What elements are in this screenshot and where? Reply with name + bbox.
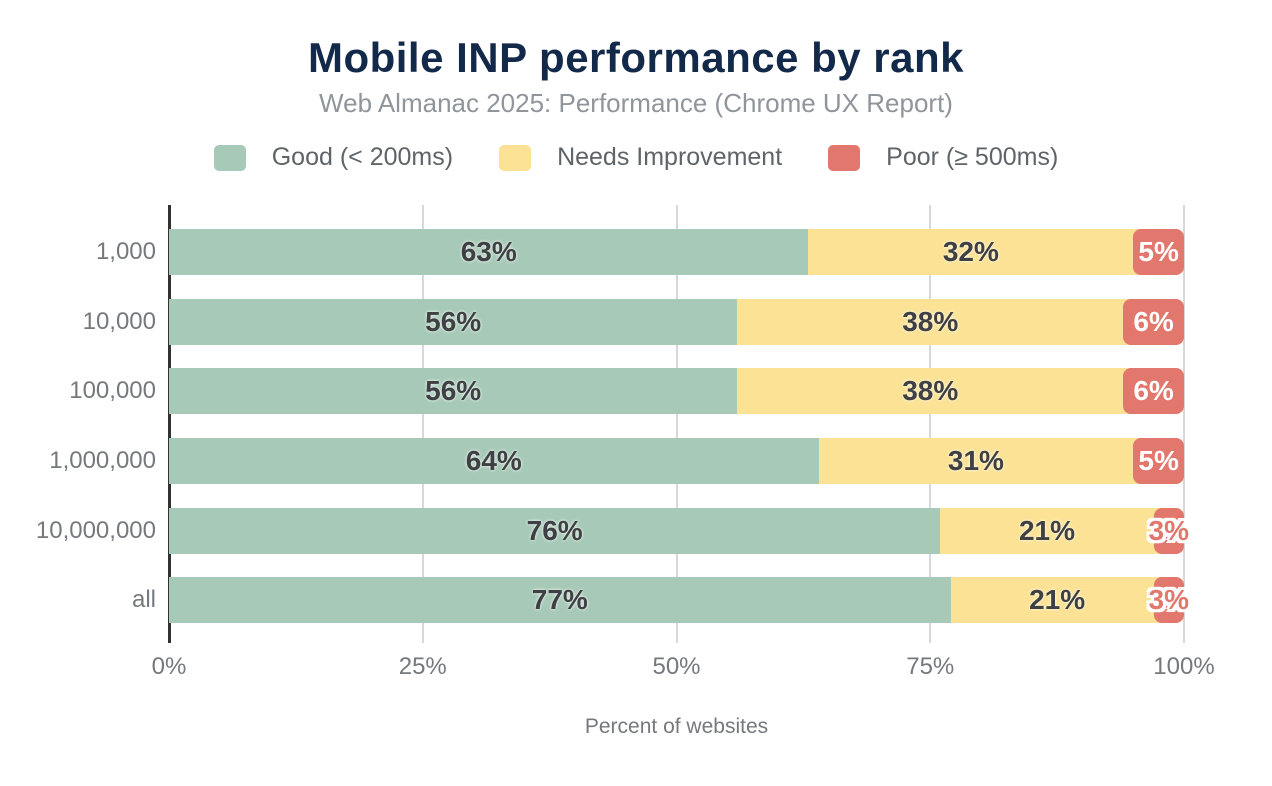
segment-poor <box>1123 368 1184 414</box>
segment-needs-improvement <box>950 577 1172 623</box>
value-label-good: 56% <box>425 306 482 337</box>
chart-subtitle: Web Almanac 2025: Performance (Chrome UX… <box>319 88 953 118</box>
gridline <box>1183 205 1185 643</box>
y-axis-line <box>168 205 171 643</box>
legend: Good (< 200ms) Needs Improvement Poor (≥… <box>0 143 1272 172</box>
value-label-needs-improvement: 32% <box>942 236 999 267</box>
legend-item-needs-improvement: Needs Improvement <box>499 143 782 172</box>
bar-row: 1,000 63% 32% 5% <box>96 229 1184 275</box>
poor-swatch-icon <box>828 144 861 171</box>
x-axis-title: Percent of websites <box>584 715 769 738</box>
gridline <box>929 205 932 643</box>
x-tick-label: 50% <box>652 653 701 680</box>
value-label-needs-improvement: 21% <box>1029 584 1086 615</box>
category-label: 10,000,000 <box>35 517 156 544</box>
segment-needs-improvement <box>737 368 1132 414</box>
x-tick-label: 75% <box>906 653 955 680</box>
value-label-needs-improvement: 38% <box>902 306 959 337</box>
value-label-needs-improvement: 21% <box>1018 515 1075 546</box>
value-label-poor: 3% <box>1148 584 1189 615</box>
category-label: 1,000 <box>95 238 156 265</box>
needs-improvement-swatch-icon <box>499 144 532 171</box>
value-label-needs-improvement: 31% <box>947 445 1004 476</box>
bar-row: 1,000,000 64% 31% 5% <box>49 438 1184 484</box>
gridline <box>421 205 424 643</box>
value-label-good: 64% <box>465 445 522 476</box>
segment-good <box>169 368 738 414</box>
segment-needs-improvement <box>818 438 1142 484</box>
plot-area: 0% 25% 50% 75% 100% 1,000 63% 32% 5% 10,000 56% 38%… <box>36 205 1215 680</box>
segment-poor <box>1123 299 1184 345</box>
legend-label: Poor (≥ 500ms) <box>886 143 1059 171</box>
segment-needs-improvement <box>940 508 1162 554</box>
legend-item-good: Good (< 200ms) <box>213 143 454 172</box>
x-tick-label: 100% <box>1153 653 1215 680</box>
segment-good <box>169 438 819 484</box>
segment-poor <box>1153 577 1184 623</box>
value-label-poor: 6% <box>1133 306 1174 337</box>
segment-good <box>169 299 738 345</box>
value-label-poor: 3% <box>1148 515 1189 546</box>
legend-label: Good (< 200ms) <box>271 143 454 171</box>
x-tick-label: 25% <box>398 653 447 680</box>
segment-needs-improvement <box>737 299 1132 345</box>
segment-poor <box>1133 229 1184 275</box>
segment-poor <box>1153 508 1184 554</box>
value-label-poor: 6% <box>1133 375 1174 406</box>
value-label-good: 56% <box>425 375 482 406</box>
bar-row: 10,000,000 76% 21% 3% <box>36 508 1189 554</box>
bar-row: all 77% 21% 3% <box>132 577 1189 623</box>
legend-label: Needs Improvement <box>557 143 783 171</box>
value-label-poor: 5% <box>1138 236 1179 267</box>
segment-good <box>169 229 809 275</box>
gridline <box>675 205 678 643</box>
legend-item-poor: Poor (≥ 500ms) <box>828 143 1058 172</box>
value-label-good: 76% <box>526 515 583 546</box>
value-label-good: 63% <box>460 236 517 267</box>
value-label-good: 77% <box>531 584 588 615</box>
category-label: all <box>131 586 156 613</box>
segment-poor <box>1133 438 1184 484</box>
category-label: 1,000,000 <box>49 447 156 474</box>
chart-title: Mobile INP performance by rank <box>307 34 965 81</box>
segment-good <box>169 508 941 554</box>
category-label: 100,000 <box>69 377 156 404</box>
value-label-needs-improvement: 38% <box>902 375 959 406</box>
segment-good <box>169 577 951 623</box>
segment-needs-improvement <box>808 229 1142 275</box>
value-label-poor: 5% <box>1138 445 1179 476</box>
x-tick-label: 0% <box>151 653 187 680</box>
bar-row: 10,000 56% 38% 6% <box>83 299 1184 345</box>
category-label: 10,000 <box>82 308 156 335</box>
good-swatch-icon <box>213 144 246 171</box>
bar-row: 100,000 56% 38% 6% <box>69 368 1184 414</box>
